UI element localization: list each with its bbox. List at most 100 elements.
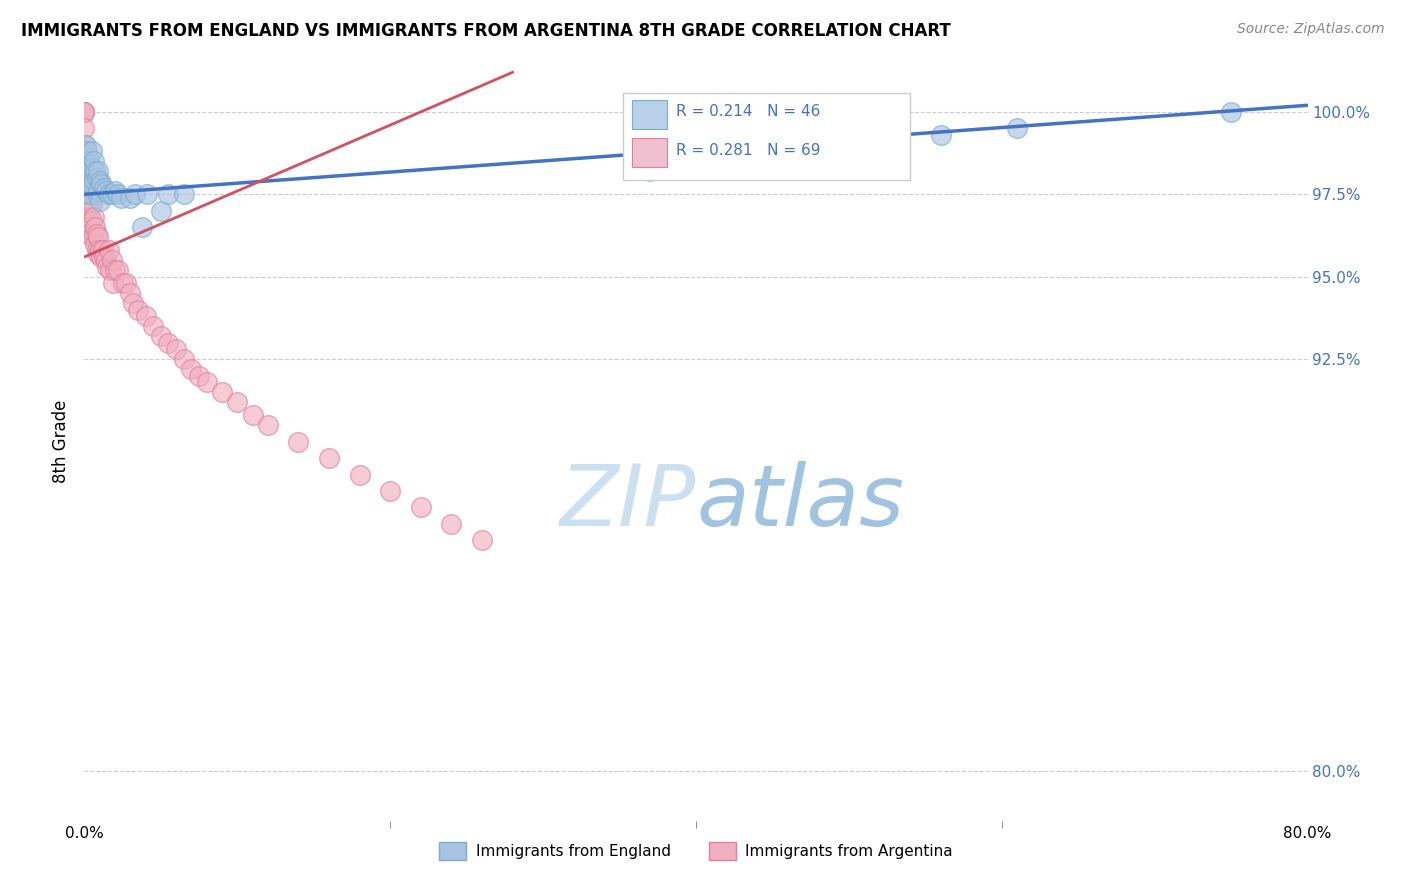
Point xyxy=(89,194,111,208)
Point xyxy=(77,154,100,169)
Point xyxy=(76,145,98,159)
Point xyxy=(75,161,97,175)
Point xyxy=(98,263,121,277)
Point xyxy=(242,408,264,422)
Point xyxy=(173,187,195,202)
Point xyxy=(101,187,124,202)
Point xyxy=(73,170,96,185)
Point xyxy=(149,329,172,343)
Point xyxy=(86,227,108,241)
Point xyxy=(83,154,105,169)
Point xyxy=(120,286,142,301)
Point xyxy=(97,187,120,202)
FancyBboxPatch shape xyxy=(633,101,666,129)
Point xyxy=(110,191,132,205)
Y-axis label: 8th Grade: 8th Grade xyxy=(52,400,70,483)
Point xyxy=(87,184,110,198)
Point xyxy=(77,211,100,225)
Point xyxy=(83,227,105,241)
Point xyxy=(287,434,309,449)
Point xyxy=(80,213,103,227)
Point xyxy=(226,395,249,409)
Point xyxy=(80,161,103,175)
Point xyxy=(73,178,96,192)
Point xyxy=(79,211,101,225)
Point xyxy=(73,187,96,202)
Point xyxy=(79,170,101,185)
Point xyxy=(638,164,661,178)
Point xyxy=(96,260,118,274)
Point xyxy=(122,296,145,310)
Point xyxy=(127,302,149,317)
Point xyxy=(83,174,105,188)
Point xyxy=(77,178,100,192)
Point xyxy=(929,128,952,142)
Point xyxy=(104,263,127,277)
Point xyxy=(142,319,165,334)
Point xyxy=(1005,121,1028,136)
Legend: Immigrants from England, Immigrants from Argentina: Immigrants from England, Immigrants from… xyxy=(433,836,959,866)
Point xyxy=(94,253,117,268)
Point xyxy=(80,197,103,211)
Point xyxy=(124,187,146,202)
Point xyxy=(165,343,187,357)
FancyBboxPatch shape xyxy=(633,138,666,167)
Point xyxy=(79,227,101,241)
Point xyxy=(114,277,136,291)
Point xyxy=(75,187,97,202)
Point xyxy=(80,230,103,244)
Point xyxy=(87,246,110,260)
Point xyxy=(73,137,96,152)
Point xyxy=(93,250,115,264)
Point xyxy=(73,154,96,169)
Point xyxy=(90,178,112,192)
Point xyxy=(73,154,96,169)
Point xyxy=(75,154,97,169)
Point xyxy=(86,244,108,258)
Point xyxy=(94,184,117,198)
Point xyxy=(75,137,97,152)
Point xyxy=(409,500,432,515)
Point xyxy=(257,418,280,433)
Point xyxy=(107,263,129,277)
Point xyxy=(87,164,110,178)
Point xyxy=(776,145,799,159)
Point xyxy=(716,154,738,169)
Point xyxy=(76,180,98,194)
Point xyxy=(97,244,120,258)
Text: Source: ZipAtlas.com: Source: ZipAtlas.com xyxy=(1237,22,1385,37)
Point xyxy=(103,277,125,291)
Point xyxy=(73,203,96,218)
Point xyxy=(318,450,340,465)
Text: atlas: atlas xyxy=(696,460,904,544)
Point xyxy=(73,121,96,136)
Point xyxy=(188,368,211,383)
Point xyxy=(76,197,98,211)
Point xyxy=(84,220,107,235)
Point xyxy=(80,145,103,159)
Text: ZIP: ZIP xyxy=(560,460,696,544)
Point xyxy=(89,174,111,188)
Point xyxy=(73,170,96,185)
Point xyxy=(89,244,111,258)
Point xyxy=(157,187,180,202)
Point xyxy=(173,352,195,367)
Point xyxy=(157,335,180,350)
Point xyxy=(136,187,159,202)
Point xyxy=(76,164,98,178)
Point xyxy=(440,516,463,531)
Text: R = 0.281   N = 69: R = 0.281 N = 69 xyxy=(676,143,821,158)
Point xyxy=(73,104,96,119)
Point xyxy=(91,244,114,258)
Point xyxy=(380,483,402,498)
Point xyxy=(84,236,107,251)
Point xyxy=(73,104,96,119)
Point xyxy=(77,178,100,192)
Point xyxy=(73,187,96,202)
Point xyxy=(120,191,142,205)
Point xyxy=(195,375,218,389)
Point xyxy=(131,220,153,235)
Point xyxy=(211,385,233,400)
Point xyxy=(79,194,101,208)
FancyBboxPatch shape xyxy=(623,93,910,180)
